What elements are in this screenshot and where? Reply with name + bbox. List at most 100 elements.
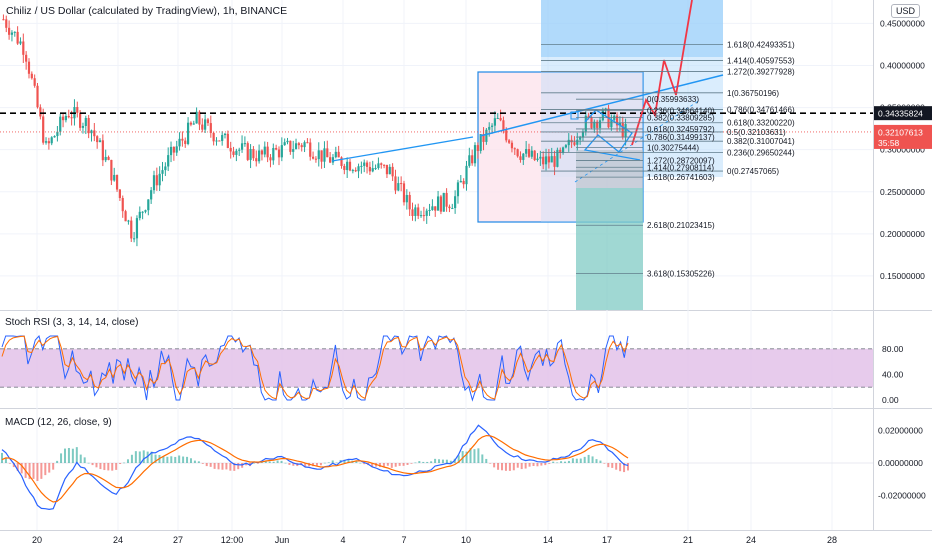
macd-pane: 0.02000000 0.00000000 -0.02000000 xyxy=(0,424,926,511)
candle-body xyxy=(147,199,150,211)
time-tick-label: 4 xyxy=(340,535,345,545)
candle-body xyxy=(204,119,207,130)
macd-histogram-bar xyxy=(540,463,543,466)
macd-histogram-bar xyxy=(556,462,559,464)
candle-body xyxy=(405,194,408,203)
macd-histogram-bar xyxy=(390,463,393,468)
candle-body xyxy=(510,142,514,149)
candle-body xyxy=(561,147,565,153)
candle-body xyxy=(124,211,127,222)
currency-button[interactable]: USD xyxy=(890,4,920,18)
candle-body xyxy=(476,145,479,151)
macd-histogram-bar xyxy=(221,463,224,470)
macd-histogram-bar xyxy=(552,461,555,463)
fib-level-labels: 1(0.36750196) 0.786(0.34761466) 0.618(0.33… xyxy=(647,40,795,278)
candle-body xyxy=(394,176,397,191)
fib-level-label: 1.414(0.40597553) xyxy=(727,56,795,65)
stoch-rsi-tick-label: 80.00 xyxy=(882,344,904,354)
macd-histogram-bar xyxy=(516,463,519,468)
candle-body xyxy=(44,141,48,143)
macd-histogram-bar xyxy=(197,461,200,463)
macd-histogram-bar xyxy=(359,462,362,464)
fib-level-label: 1.272(0.39277928) xyxy=(727,68,795,77)
drawing-tools[interactable] xyxy=(0,0,873,274)
candle-body xyxy=(195,111,198,124)
macd-histogram-bar xyxy=(217,463,220,470)
fib-level-label: 1.414(0.27908114) xyxy=(647,163,714,172)
candle-body xyxy=(218,140,221,142)
candle-body xyxy=(456,182,460,197)
macd-histogram-bar xyxy=(288,463,291,465)
candle-body xyxy=(451,208,454,210)
time-tick-label: 28 xyxy=(827,535,837,545)
candle-body xyxy=(206,119,210,124)
candle-body xyxy=(490,125,494,127)
macd-histogram-bar xyxy=(237,463,240,470)
trendline-left xyxy=(331,136,474,162)
candle-body xyxy=(354,170,357,172)
macd-histogram-bar xyxy=(146,451,149,463)
macd-histogram-bar xyxy=(524,463,527,469)
candle-body xyxy=(67,115,70,118)
candle-body xyxy=(371,168,374,172)
candle-body xyxy=(87,117,90,134)
candle-body xyxy=(172,146,175,153)
candle-body xyxy=(144,210,147,212)
time-tick-label: 12:00 xyxy=(221,535,244,545)
macd-histogram-bar xyxy=(497,463,500,470)
candle-body xyxy=(243,143,246,145)
candle-body xyxy=(425,210,428,216)
price-tick-label: 0.15000000 xyxy=(880,271,925,281)
candle-body xyxy=(118,189,121,199)
candle-body xyxy=(539,156,542,159)
fib-level-label: 0(0.27457065) xyxy=(727,167,779,176)
macd-histogram-bar xyxy=(103,463,106,471)
macd-histogram-bar xyxy=(79,454,82,463)
last-price-label: 0.34335824 xyxy=(878,109,923,119)
stop-zone xyxy=(576,188,643,310)
candle-body xyxy=(110,159,113,181)
trendline-rising xyxy=(479,74,724,137)
macd-histogram-bar xyxy=(386,463,389,466)
macd-histogram-bar xyxy=(544,463,547,466)
price-tick-label: 0.30000000 xyxy=(880,145,925,155)
macd-tick-label: -0.02000000 xyxy=(878,490,926,500)
candle-body xyxy=(61,116,65,121)
candle-body xyxy=(397,183,400,191)
macd-histogram-bar xyxy=(426,461,429,463)
candle-body xyxy=(25,54,28,62)
stoch-rsi-tick-label: 0.00 xyxy=(882,395,899,405)
macd-histogram-bar xyxy=(315,463,318,466)
macd-signal-line xyxy=(1,434,629,503)
candle-body xyxy=(431,206,434,210)
macd-histogram-bar xyxy=(182,456,185,463)
macd-histogram-bar xyxy=(205,463,208,467)
candle-body xyxy=(64,115,68,121)
stoch-d-line xyxy=(1,335,629,400)
macd-histogram-bar xyxy=(481,454,484,463)
candle-body xyxy=(317,150,320,160)
macd-histogram-bar xyxy=(406,463,409,465)
macd-histogram-bar xyxy=(343,459,346,463)
macd-histogram-bar xyxy=(44,463,47,476)
candle-body xyxy=(309,142,312,157)
candle-body xyxy=(388,166,391,175)
macd-histogram-bar xyxy=(430,461,433,463)
macd-tick-label: 0.00000000 xyxy=(878,458,923,468)
macd-title[interactable]: MACD (12, 26, close, 9) xyxy=(5,417,112,428)
candle-body xyxy=(508,140,511,143)
candle-body xyxy=(39,107,42,117)
fib-level-label: 1.272(0.28720097) xyxy=(647,156,715,165)
candle-body xyxy=(419,215,423,217)
stoch-rsi-title[interactable]: Stoch RSI (3, 3, 14, 14, close) xyxy=(5,317,139,328)
stoch-k-line xyxy=(1,334,629,402)
macd-histogram-bar xyxy=(347,459,350,463)
target-zone-top xyxy=(541,0,723,57)
candle-body xyxy=(505,130,508,141)
macd-line xyxy=(1,424,629,511)
candle-body xyxy=(115,174,119,190)
candle-body xyxy=(516,149,519,157)
candle-body xyxy=(280,145,283,158)
candle-body xyxy=(482,134,485,142)
